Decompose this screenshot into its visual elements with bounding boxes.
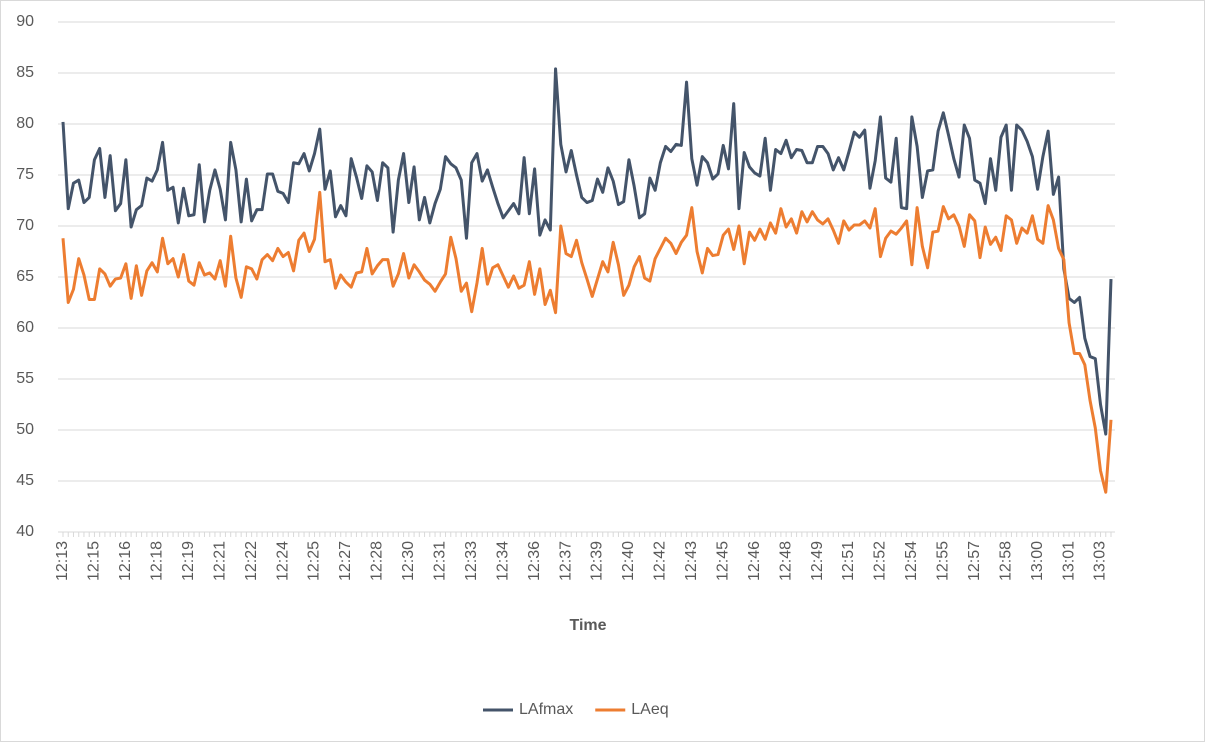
x-tick-label: 12:36 xyxy=(526,541,543,581)
y-tick-label: 45 xyxy=(16,472,34,489)
legend-label: LAeq xyxy=(631,701,668,718)
x-tick-label: 12:40 xyxy=(620,541,637,581)
line-series xyxy=(61,67,1113,436)
x-tick-label: 13:01 xyxy=(1060,541,1077,581)
x-tick-label: 12:15 xyxy=(86,541,103,581)
x-tick-label: 12:57 xyxy=(966,541,983,581)
x-tick-label: 12:54 xyxy=(903,541,920,581)
y-tick-label: 50 xyxy=(16,421,34,438)
x-tick-label: 12:28 xyxy=(369,541,386,581)
line-series xyxy=(61,190,1113,494)
x-tick-label: 12:46 xyxy=(746,541,763,581)
x-tick-label: 12:30 xyxy=(400,541,417,581)
x-tick-label: 12:27 xyxy=(337,541,354,581)
x-tick-label: 12:42 xyxy=(652,541,669,581)
y-tick-label: 85 xyxy=(16,64,34,81)
x-tick-label: 13:00 xyxy=(1029,541,1046,581)
x-tick-label: 12:22 xyxy=(243,541,260,581)
x-tick-label: 12:51 xyxy=(840,541,857,581)
x-tick-label: 13:03 xyxy=(1092,541,1109,581)
x-tick-label: 12:24 xyxy=(274,541,291,581)
y-tick-label: 40 xyxy=(16,523,34,540)
x-tick-label: 12:48 xyxy=(777,541,794,581)
x-tick-label: 12:43 xyxy=(683,541,700,581)
y-tick-label: 80 xyxy=(16,115,34,132)
x-tick-label: 12:21 xyxy=(211,541,228,581)
x-tick-label: 12:18 xyxy=(149,541,166,581)
y-tick-label: 55 xyxy=(16,370,34,387)
x-tick-label: 12:33 xyxy=(463,541,480,581)
x-tick-label: 12:37 xyxy=(557,541,574,581)
x-tick-label: 12:49 xyxy=(809,541,826,581)
x-tick-label: 12:13 xyxy=(54,541,71,581)
legend-label: LAfmax xyxy=(519,701,573,718)
x-axis-title: Time xyxy=(569,617,606,634)
y-tick-label: 65 xyxy=(16,268,34,285)
x-tick-label: 12:58 xyxy=(997,541,1014,581)
y-tick-label: 70 xyxy=(16,217,34,234)
x-tick-label: 12:16 xyxy=(117,541,134,581)
y-tick-label: 60 xyxy=(16,319,34,336)
x-tick-label: 12:45 xyxy=(714,541,731,581)
x-tick-label: 12:52 xyxy=(872,541,889,581)
y-tick-label: 90 xyxy=(16,13,34,30)
x-tick-label: 12:55 xyxy=(935,541,952,581)
x-tick-label: 12:19 xyxy=(180,541,197,581)
x-tick-label: 12:25 xyxy=(306,541,323,581)
x-tick-label: 12:31 xyxy=(431,541,448,581)
x-tick-label: 12:34 xyxy=(494,541,511,581)
y-tick-label: 75 xyxy=(16,166,34,183)
x-tick-label: 12:39 xyxy=(589,541,606,581)
